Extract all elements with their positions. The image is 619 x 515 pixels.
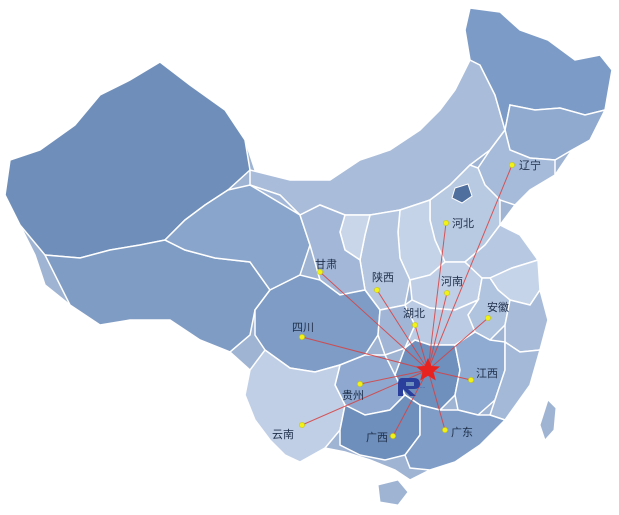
dot-henan <box>444 290 450 296</box>
ray-henan <box>427 292 448 371</box>
ray-guangdong <box>427 369 446 431</box>
dot-liaoning <box>509 162 515 168</box>
dot-yunnan <box>299 422 305 428</box>
dot-hebei <box>443 220 449 226</box>
region-gansu <box>249 184 366 296</box>
island-hainan <box>377 479 409 506</box>
dot-jiangxi <box>468 377 474 383</box>
dot-guangxi <box>390 433 396 439</box>
label-hebei: 河北 <box>452 217 474 230</box>
ray-hubei <box>414 324 429 371</box>
dot-gansu <box>317 269 323 275</box>
dot-guizhou <box>357 381 363 387</box>
company-logo-icon: ···· <box>398 378 425 396</box>
dot-shaanxi <box>374 287 380 293</box>
dot-guangdong <box>442 427 448 433</box>
ray-jiangxi <box>427 369 472 381</box>
label-yunnan: 云南 <box>272 428 294 441</box>
label-shaanxi: 陕西 <box>372 270 394 284</box>
label-sichuan: 四川 <box>292 321 314 334</box>
ray-guangxi <box>392 369 429 437</box>
city-markers <box>299 162 515 439</box>
ray-sichuan <box>301 336 429 371</box>
connection-lines <box>301 164 513 437</box>
label-gansu: 甘肃 <box>315 258 337 271</box>
ray-hebei <box>427 222 447 371</box>
label-guangdong: 广东 <box>451 426 473 439</box>
region-beijing <box>451 183 473 204</box>
label-guizhou: 贵州 <box>342 389 364 402</box>
dot-anhui <box>485 315 491 321</box>
region-guangdong <box>404 404 507 471</box>
red-star-icon <box>416 358 440 381</box>
dot-hubei <box>412 322 418 328</box>
svg-text:····: ···· <box>420 385 425 390</box>
dot-sichuan <box>299 334 305 340</box>
label-anhui: 安徽 <box>487 300 509 314</box>
label-jiangxi: 江西 <box>476 367 498 380</box>
ray-anhui <box>427 317 489 371</box>
label-guangxi: 广西 <box>366 431 388 444</box>
ray-shaanxi <box>376 289 429 371</box>
ray-gansu <box>319 271 429 371</box>
island-taiwan <box>539 399 557 441</box>
region-jilin <box>504 104 607 161</box>
ray-liaoning <box>427 164 513 371</box>
label-hubei: 湖北 <box>403 307 425 320</box>
label-henan: 河南 <box>441 275 463 288</box>
province-labels: 辽宁 河北 甘肃 陕西 河南 安徽 湖北 四川 江西 贵州 云南 广西 广东 <box>272 158 541 444</box>
ray-guizhou <box>359 369 429 385</box>
label-liaoning: 辽宁 <box>519 158 541 172</box>
